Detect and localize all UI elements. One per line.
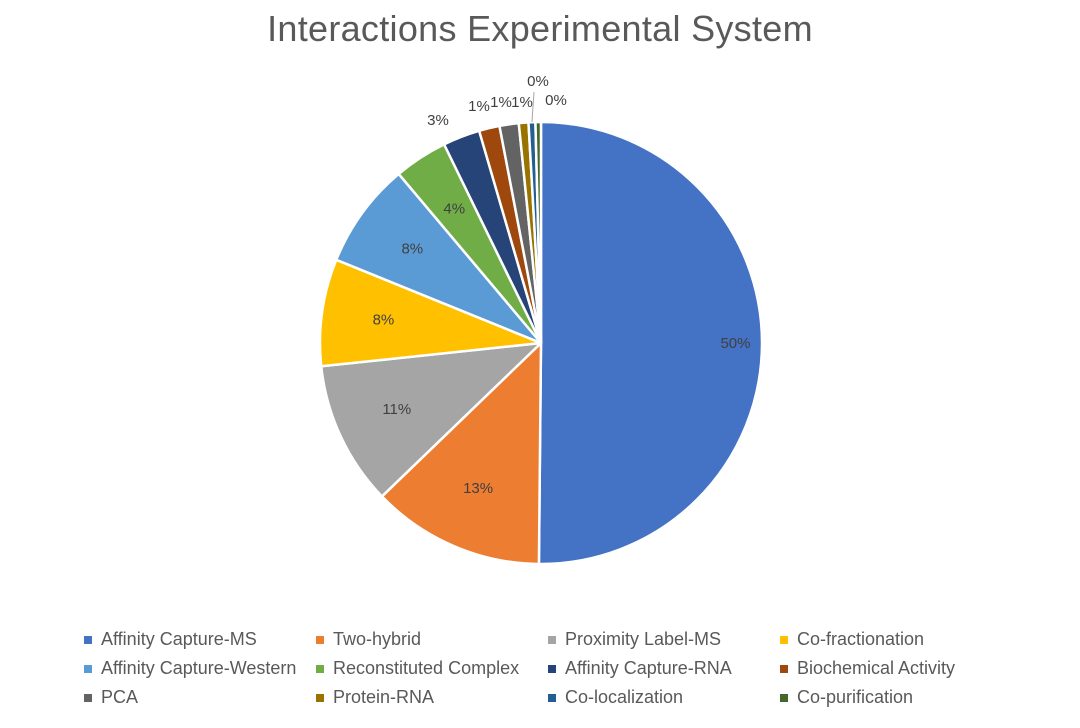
legend-item-proximity-label-ms: Proximity Label-MS <box>548 628 780 651</box>
data-label-affinity-capture-rna: 3% <box>427 112 449 129</box>
leader-lines <box>531 91 535 123</box>
legend-label: Proximity Label-MS <box>565 629 722 649</box>
legend-item-protein-rna: Protein-RNA <box>316 686 548 709</box>
legend-swatch <box>84 664 92 673</box>
legend-item-reconstituted-complex: Reconstituted Complex <box>316 657 548 680</box>
legend-label: Affinity Capture-Western <box>101 658 297 678</box>
legend-label: Co-fractionation <box>797 629 925 649</box>
data-label-biochemical-activity: 1% <box>468 98 490 115</box>
legend-swatch <box>316 693 324 702</box>
legend-swatch <box>548 664 556 673</box>
legend-item-pca: PCA <box>84 686 316 709</box>
pie-slice-proximity-label-ms <box>319 341 543 498</box>
data-label-reconstituted-complex: 4% <box>443 201 465 218</box>
legend-item-affinity-capture-western: Affinity Capture-Western <box>84 657 316 680</box>
data-label-co-fractionation: 8% <box>373 312 395 329</box>
data-label-pca: 1% <box>490 94 512 111</box>
legend-label: Two-hybrid <box>333 629 422 649</box>
legend: Affinity Capture-MS Two-hybrid Proximity L… <box>84 628 1064 709</box>
legend-swatch <box>84 635 92 644</box>
data-label-affinity-capture-western: 8% <box>401 240 423 257</box>
legend-label: PCA <box>101 687 139 707</box>
pie-slice-two-hybrid <box>380 341 543 566</box>
legend-swatch <box>548 635 556 644</box>
data-label-co-localization: 0% <box>527 73 549 90</box>
legend-item-co-purification: Co-purification <box>780 686 1012 709</box>
legend-item-co-localization: Co-localization <box>548 686 780 709</box>
legend-label: Protein-RNA <box>333 687 435 707</box>
legend-label: Biochemical Activity <box>797 658 956 678</box>
legend-swatch <box>84 693 92 702</box>
legend-swatch <box>780 664 788 673</box>
legend-item-co-fractionation: Co-fractionation <box>780 628 1012 651</box>
pie-slice-affinity-capture-ms <box>537 120 764 566</box>
legend-swatch <box>316 664 324 673</box>
data-label-protein-rna: 1% <box>511 94 533 111</box>
data-label-proximity-label-ms: 11% <box>382 401 411 418</box>
pie-slice-co-purification <box>534 120 543 345</box>
legend-label: Reconstituted Complex <box>333 658 520 678</box>
legend-item-affinity-capture-rna: Affinity Capture-RNA <box>548 657 780 680</box>
legend-item-affinity-capture-ms: Affinity Capture-MS <box>84 628 316 651</box>
pie-slice-affinity-capture-western <box>335 172 543 345</box>
legend-item-two-hybrid: Two-hybrid <box>316 628 548 651</box>
legend-swatch <box>780 693 788 702</box>
legend-swatch <box>316 635 324 644</box>
data-label-affinity-capture-ms: 50% <box>720 335 750 352</box>
legend-label: Affinity Capture-RNA <box>565 658 732 678</box>
legend-label: Co-purification <box>797 687 914 707</box>
legend-swatch <box>780 635 788 644</box>
chart-title: Interactions Experimental System <box>267 8 813 49</box>
legend-label: Affinity Capture-MS <box>101 629 257 649</box>
data-labels: 50%13%11%8%8%4%3%1% 1% 1%0%0% <box>373 73 751 497</box>
data-label-co-purification: 0% <box>545 92 567 109</box>
leader-line-co-localization <box>531 91 535 123</box>
data-label-two-hybrid: 13% <box>463 480 493 497</box>
pie-slice-co-fractionation <box>318 258 543 368</box>
legend-item-biochemical-activity: Biochemical Activity <box>780 657 1012 680</box>
legend-swatch <box>548 693 556 702</box>
pie-chart: 50%13%11%8%8%4%3%1% 1% 1%0%0% <box>318 73 764 566</box>
legend-label: Co-localization <box>565 687 684 707</box>
pie-slices <box>318 120 764 566</box>
